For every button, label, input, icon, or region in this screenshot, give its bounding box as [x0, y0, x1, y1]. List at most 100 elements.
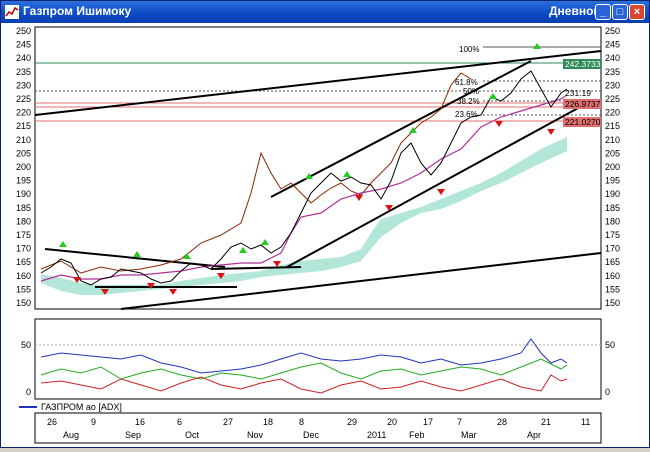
y-tick-right: 160	[605, 271, 620, 281]
sell-marker	[73, 277, 81, 283]
sell-marker	[355, 195, 363, 201]
sell-marker	[385, 205, 393, 211]
kijun-line	[40, 94, 568, 282]
y-tick-right: 240	[605, 53, 620, 63]
sell-marker	[273, 261, 281, 267]
buy-marker	[239, 247, 247, 253]
y-tick-left: 240	[16, 53, 31, 63]
adx-y-left-50: 50	[21, 340, 31, 350]
sell-marker	[169, 289, 177, 295]
window-title: Газпром Ишимоку	[23, 4, 132, 18]
chikou-line	[40, 72, 472, 274]
price-tag-green: 242.3733	[565, 59, 601, 69]
buy-marker	[261, 239, 269, 245]
x-axis-panel	[34, 412, 602, 444]
y-axis-right: 250 245 240 235 230 225 220 215 210 205 200 195 190 1…	[605, 26, 620, 308]
trendline-lower-long	[120, 252, 602, 310]
x-tick-month: Oct	[185, 430, 200, 440]
adx-legend-label: ГАЗПРОМ ао [ADX]	[41, 402, 122, 412]
y-tick-right: 180	[605, 216, 620, 226]
buy-marker	[183, 253, 191, 259]
sell-marker	[101, 289, 109, 295]
close-button[interactable]: ×	[629, 4, 645, 20]
x-tick-day: 17	[423, 417, 433, 427]
adx-panel[interactable]	[34, 318, 602, 400]
y-tick-right: 220	[605, 108, 620, 118]
y-tick-right: 245	[605, 40, 620, 50]
y-tick-right: 230	[605, 80, 620, 90]
sell-signal-markers	[73, 121, 555, 295]
x-tick-day: 18	[263, 417, 273, 427]
x-tick-month: Nov	[247, 430, 264, 440]
sell-marker	[547, 129, 555, 135]
y-tick-right: 215	[605, 121, 620, 131]
fib-label-618: 61.8%	[455, 78, 478, 87]
price-tag-current: 231.19	[565, 88, 591, 98]
y-tick-right: 200	[605, 162, 620, 172]
y-tick-right: 250	[605, 26, 620, 36]
x-tick-day: 8	[299, 417, 304, 427]
y-tick-left: 180	[16, 216, 31, 226]
y-tick-left: 165	[16, 257, 31, 267]
y-tick-right: 155	[605, 284, 620, 294]
x-tick-day: 27	[223, 417, 233, 427]
sell-marker	[147, 283, 155, 289]
buy-marker	[409, 127, 417, 133]
x-tick-month: Dec	[303, 430, 320, 440]
x-tick-month: Sep	[125, 430, 141, 440]
sell-marker	[437, 189, 445, 195]
minimize-button[interactable]: _	[595, 4, 611, 20]
x-tick-month: 2011	[367, 430, 386, 440]
adx-line-green	[40, 358, 568, 380]
sell-marker	[217, 273, 225, 279]
buy-marker	[305, 173, 313, 179]
title-bar[interactable]: Газпром Ишимоку Дневной _ □ ×	[1, 1, 649, 23]
price-tag-green-bg	[563, 59, 601, 69]
y-tick-right: 205	[605, 148, 620, 158]
y-tick-left: 230	[16, 80, 31, 90]
y-tick-left: 225	[16, 94, 31, 104]
adx-y-right-50: 50	[605, 340, 615, 350]
trendline-channel-bottom	[286, 100, 592, 268]
x-axis-days: 26 9 16 6 27 18 8 29 20 17 7 28 21 11	[47, 417, 590, 427]
x-axis-months: Aug Sep Oct Nov Dec 2011 Feb Mar Apr	[63, 430, 541, 440]
buy-marker	[343, 171, 351, 177]
x-tick-day: 6	[177, 417, 182, 427]
x-tick-month: Aug	[63, 430, 79, 440]
maximize-button[interactable]: □	[612, 4, 628, 20]
trendline-channel-top	[270, 60, 532, 198]
y-tick-left: 220	[16, 108, 31, 118]
y-tick-left: 245	[16, 40, 31, 50]
adx-line-blue	[40, 338, 568, 374]
adx-y-right-0: 0	[605, 387, 610, 397]
chart-app-icon	[5, 5, 19, 19]
chart-area[interactable]: 100% 61.8% 50% 38.2% 23.6% 250 245 240 235 2…	[1, 23, 649, 447]
fib-label-382: 38.2%	[457, 97, 480, 106]
y-tick-right: 235	[605, 67, 620, 77]
buy-marker	[59, 241, 67, 247]
y-tick-right: 195	[605, 176, 620, 186]
timeframe-label: Дневной	[549, 4, 601, 18]
buy-marker	[489, 93, 497, 99]
x-tick-day: 7	[457, 417, 462, 427]
sell-marker	[495, 121, 503, 127]
y-tick-right: 165	[605, 257, 620, 267]
y-tick-left: 155	[16, 284, 31, 294]
x-tick-day: 9	[91, 417, 96, 427]
y-tick-left: 200	[16, 162, 31, 172]
chart-canvas[interactable]: 100% 61.8% 50% 38.2% 23.6% 250 245 240 235 2…	[1, 23, 649, 447]
y-tick-right: 190	[605, 189, 620, 199]
trendline-upper-long	[34, 50, 602, 116]
y-tick-left: 235	[16, 67, 31, 77]
trendline-short	[210, 266, 302, 270]
y-tick-left: 210	[16, 135, 31, 145]
fib-label-236: 23.6%	[455, 110, 478, 119]
y-tick-left: 150	[16, 298, 31, 308]
y-axis-left: 250 245 240 235 230 225 220 215 210 205 200 195 190 1…	[16, 26, 31, 308]
x-tick-month: Feb	[409, 430, 425, 440]
price-tag-red1: 226.9737	[565, 99, 601, 109]
fib-label-50: 50%	[463, 87, 479, 96]
fib-label-100: 100%	[459, 45, 479, 54]
adx-line-red	[40, 374, 568, 394]
